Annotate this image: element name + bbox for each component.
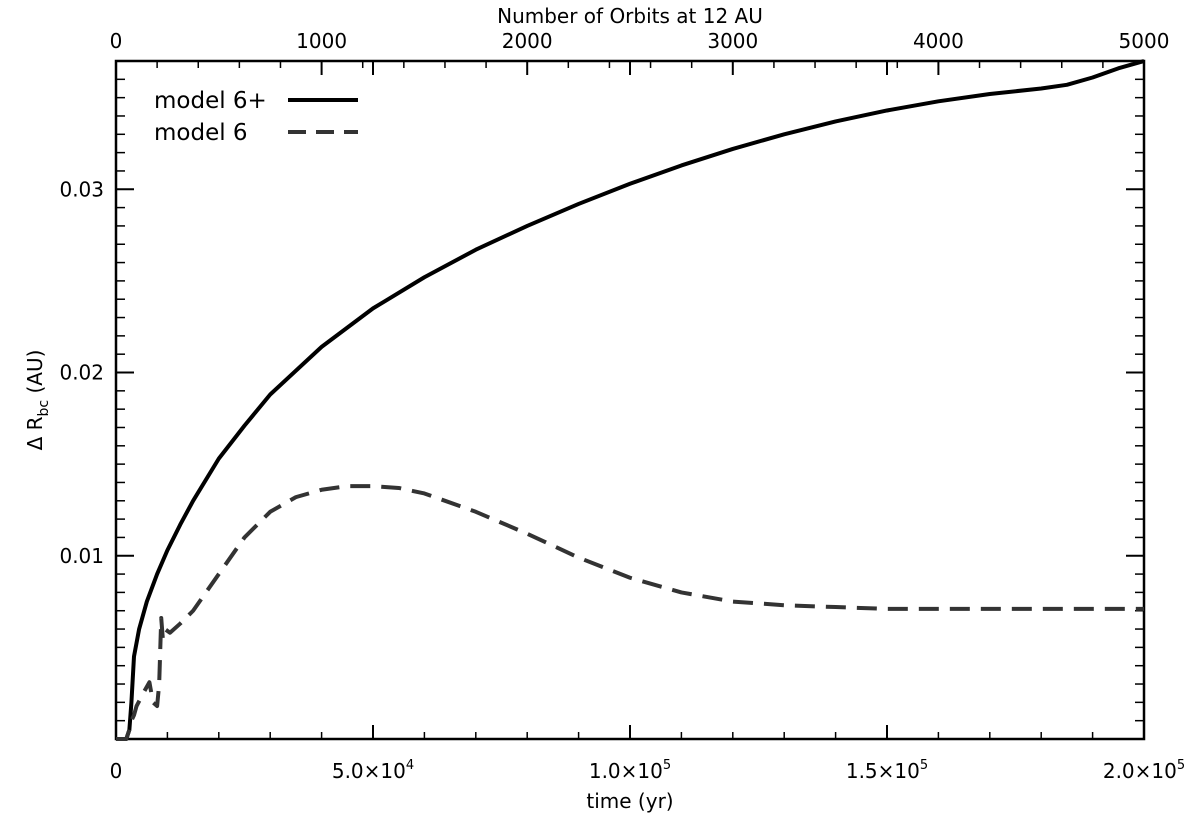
y-axis-title: Δ Rbc (AU) xyxy=(23,350,52,451)
y-axis-title-unit: (AU) xyxy=(23,350,47,400)
plot-frame xyxy=(114,59,1146,741)
y-axis-title-sub: bc xyxy=(36,400,52,417)
x-tick-label: 2.0×105 xyxy=(1103,758,1185,783)
y-tick-label: 0.03 xyxy=(59,177,104,201)
series-layer xyxy=(116,59,1145,741)
ticks xyxy=(115,60,1145,739)
x-tick-label: 0 xyxy=(110,759,123,783)
series-line-model-6plus xyxy=(116,59,1145,741)
x-tick-label: 1.5×105 xyxy=(846,758,928,783)
y-tick-label: 0.01 xyxy=(59,544,104,568)
top-tick-label: 1000 xyxy=(296,29,347,53)
legend-label-model-6plus: model 6+ xyxy=(154,88,267,114)
x-tick-label: 1.0×105 xyxy=(589,758,671,783)
x-tick-label: 5.0×104 xyxy=(332,758,414,783)
top-tick-label: 0 xyxy=(110,29,123,53)
top-tick-label: 5000 xyxy=(1119,29,1170,53)
top-axis-title: Number of Orbits at 12 AU xyxy=(497,4,763,28)
y-tick-label: 0.02 xyxy=(59,361,104,385)
top-tick-label: 4000 xyxy=(913,29,964,53)
tick-labels: 0 5.0×104 1.0×105 1.5×105 2.0×105 0 1000 2000 30… xyxy=(59,29,1185,783)
top-tick-label: 3000 xyxy=(707,29,758,53)
y-axis-title-main: Δ R xyxy=(23,416,47,450)
legend-label-model-6: model 6 xyxy=(154,120,248,146)
top-tick-label: 2000 xyxy=(502,29,553,53)
legend: model 6+ model 6 xyxy=(154,88,358,146)
series-line-model-6 xyxy=(116,484,1144,741)
x-axis-title: time (yr) xyxy=(586,789,673,813)
